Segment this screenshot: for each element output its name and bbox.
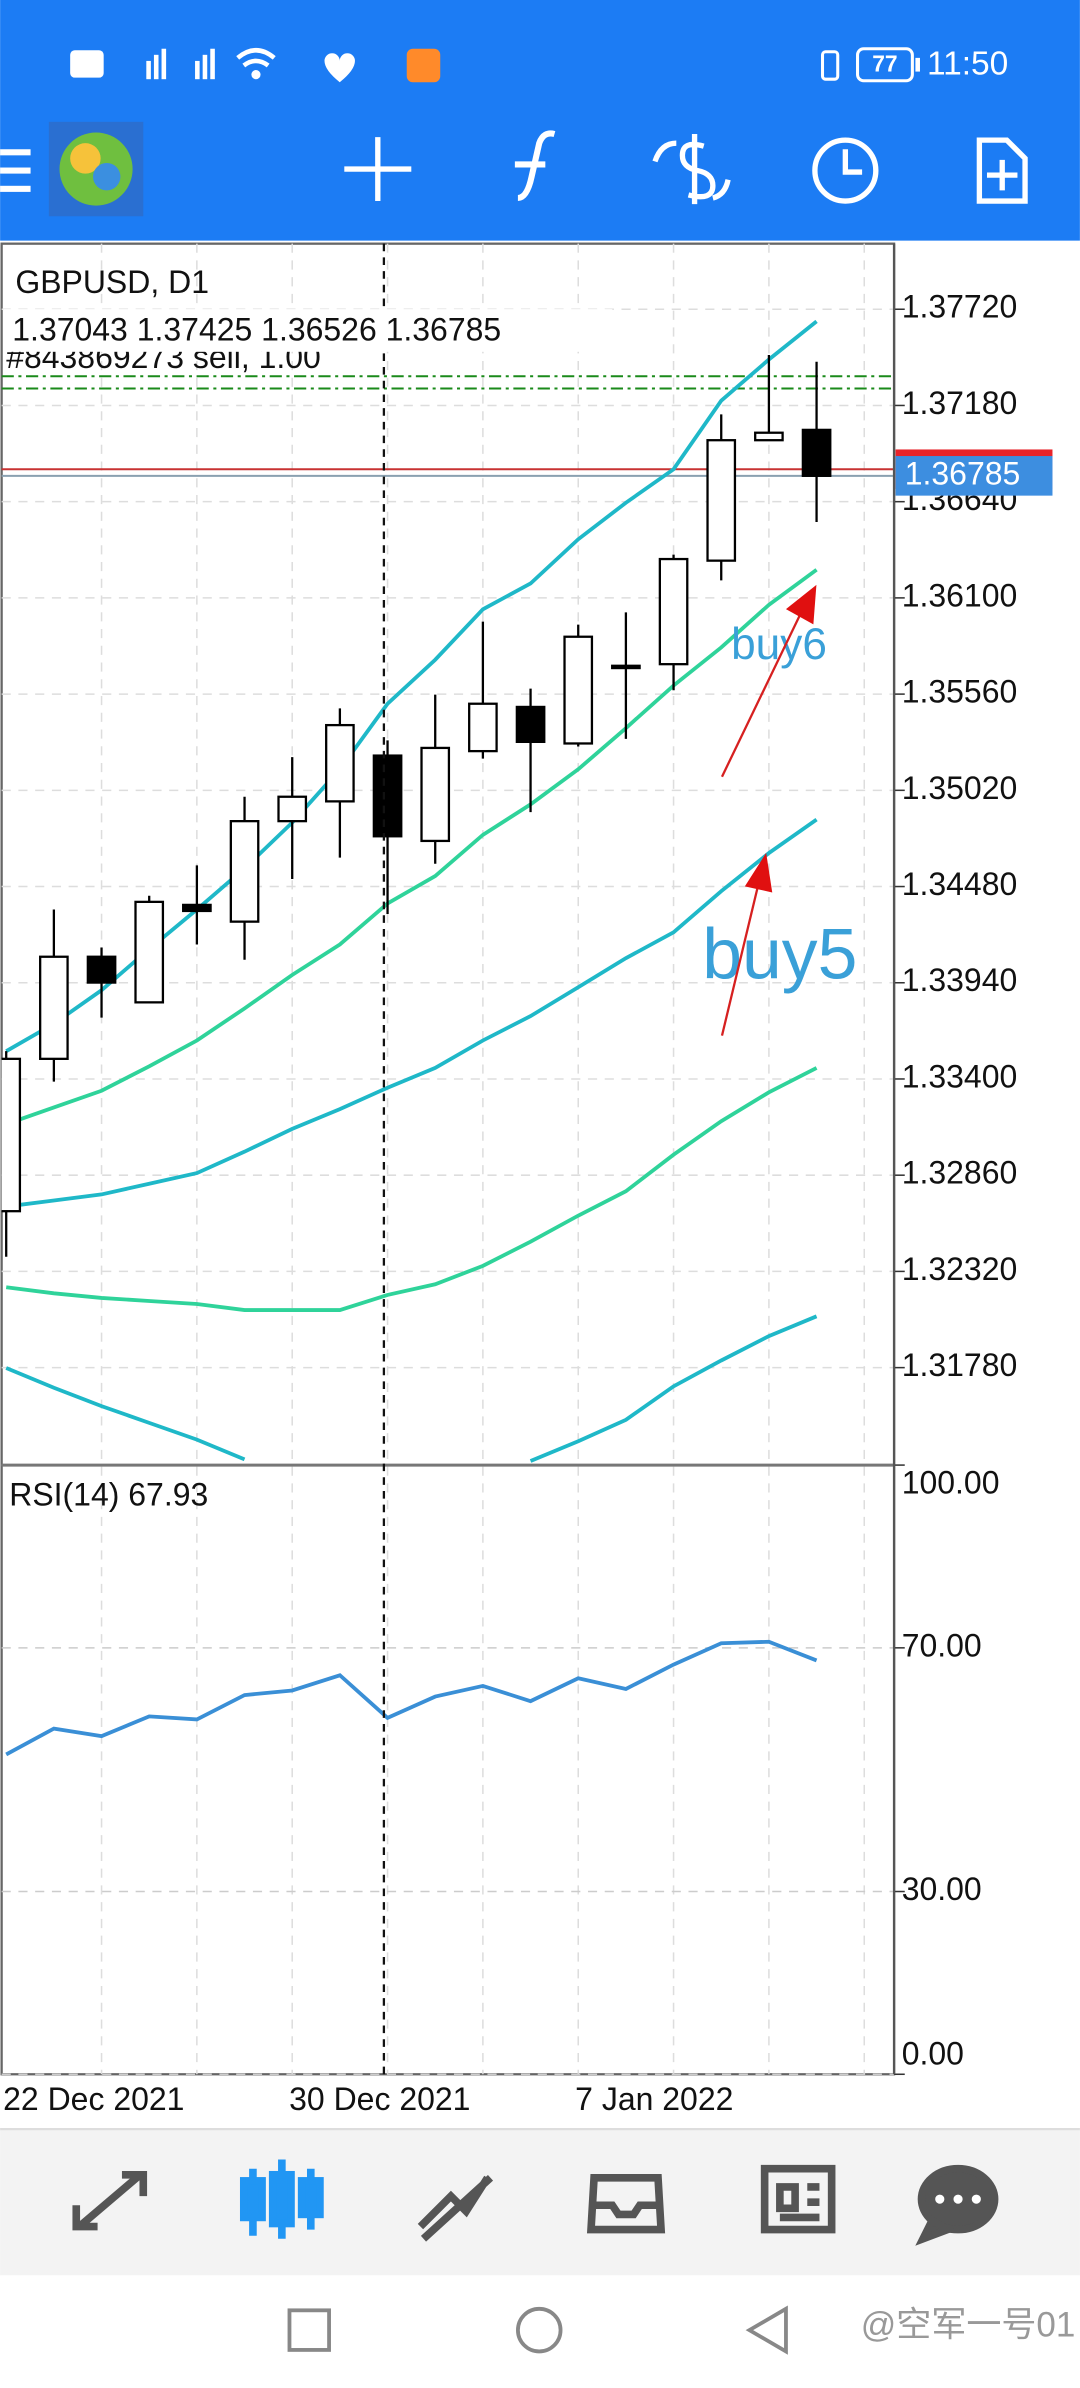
home-button[interactable]	[516, 2306, 563, 2354]
ohlc-label: 1.37043 1.37425 1.36526 1.36785	[12, 311, 501, 347]
news-tab[interactable]	[760, 2164, 836, 2234]
indicators-button[interactable]	[514, 130, 556, 202]
y-tick-label: 1.34480	[902, 866, 1018, 902]
rsi-title: RSI(14) 67.93	[9, 1477, 208, 1513]
annotation: buy5	[702, 914, 857, 994]
band-line	[5, 1314, 818, 1463]
candle-body	[468, 702, 498, 753]
candle-body	[1, 1057, 22, 1213]
status-icons	[70, 47, 920, 83]
y-tick-label: 1.37720	[902, 289, 1018, 325]
price-tag	[895, 456, 1053, 496]
chart-frame	[0, 242, 896, 2076]
top-bar	[0, 0, 1080, 241]
time-grid	[100, 243, 865, 2075]
y-tick-label: 1.36100	[902, 577, 1018, 613]
candle-body	[563, 635, 594, 745]
annotation: buy6	[731, 620, 827, 669]
candle-body	[277, 795, 308, 823]
period-button[interactable]	[812, 137, 879, 204]
x-tick-label: 30 Dec 2021	[289, 2081, 470, 2117]
y-tick-label: 1.33400	[902, 1058, 1018, 1094]
y-tick-label: 100.00	[902, 1464, 1000, 1500]
x-tick-label: 7 Jan 2022	[575, 2081, 733, 2117]
candle-body	[611, 664, 641, 670]
band-line	[5, 1066, 818, 1312]
crosshair-button[interactable]	[344, 137, 412, 202]
candle-body	[134, 900, 165, 1004]
candle-body	[372, 754, 403, 838]
y-tick-label: 1.31780	[902, 1347, 1018, 1383]
system-nav	[287, 2305, 788, 2355]
history-tab[interactable]	[586, 2174, 666, 2234]
candle-body	[515, 705, 546, 744]
band-line	[5, 568, 818, 1127]
y-tick-label: 1.33940	[902, 962, 1018, 998]
band-line	[5, 817, 818, 1209]
candle-body	[658, 557, 689, 666]
chat-tab[interactable]	[915, 2164, 999, 2246]
symbol-title: GBPUSD, D1	[15, 264, 209, 300]
x-tick-label: 22 Dec 2021	[3, 2081, 184, 2117]
candle-body	[420, 746, 451, 843]
trade-tab[interactable]	[417, 2175, 494, 2242]
candle-body	[86, 955, 117, 984]
candle-body	[754, 431, 784, 442]
candle-body	[229, 820, 260, 923]
quotes-tab[interactable]	[72, 2170, 148, 2231]
menu-button[interactable]	[0, 149, 31, 192]
back-button[interactable]	[745, 2305, 788, 2355]
y-tick-label: 1.35560	[902, 674, 1018, 710]
candle-body	[706, 439, 737, 562]
app-logo[interactable]	[48, 121, 144, 217]
label-backdrop	[3, 309, 613, 352]
y-tick-label: 1.32320	[902, 1251, 1018, 1287]
candle-body	[801, 428, 832, 477]
chart-tab[interactable]	[239, 2159, 324, 2239]
y-tick-label: 30.00	[902, 1871, 982, 1907]
bottom-nav	[0, 2129, 1080, 2276]
recent-button[interactable]	[287, 2308, 331, 2352]
y-tick-label: 1.32860	[902, 1155, 1018, 1191]
trade-button[interactable]	[652, 134, 731, 205]
nav-icons	[72, 2159, 999, 2246]
y-tick-label: 1.37180	[902, 385, 1018, 421]
template-button[interactable]	[976, 137, 1028, 204]
price-plot	[1, 308, 895, 2076]
price-tag-label: 1.36785	[905, 455, 1021, 491]
arrow	[720, 852, 773, 1036]
clock: 11:50	[927, 45, 1008, 82]
arrow	[720, 584, 817, 778]
y-tick-label: 0.00	[902, 2035, 964, 2071]
y-tick-label: 1.35020	[902, 770, 1018, 806]
watermark: @空军一号01	[861, 2305, 1076, 2344]
candle-body	[182, 903, 212, 913]
rsi-line	[5, 1639, 818, 1757]
battery-level: 77	[872, 51, 897, 77]
toolbar	[0, 121, 1028, 217]
y-tick-label: 70.00	[902, 1627, 982, 1663]
price-axis: 22 Dec 2021 30 Dec 2021 7 Jan 2022 1.37720 1…	[3, 243, 1053, 2117]
candle-body	[39, 955, 69, 1060]
candle-body	[325, 723, 355, 803]
